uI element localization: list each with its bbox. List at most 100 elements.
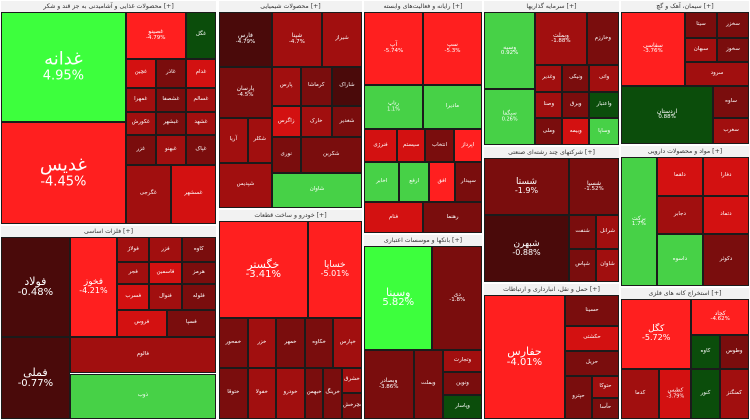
stock-tile[interactable]: وبیمه <box>562 118 590 145</box>
stock-tile[interactable]: خساپا -5.01% <box>307 221 362 319</box>
stock-tile[interactable]: رتاپ 1.1% <box>364 84 423 130</box>
stock-tile[interactable]: غدام <box>185 58 216 89</box>
stock-tile[interactable]: شپدیس <box>219 162 272 208</box>
stock-tile[interactable]: دتماد <box>702 195 749 235</box>
stock-tile[interactable]: زاگرس <box>271 106 301 138</box>
stock-tile[interactable]: دی -1.8% <box>432 246 482 350</box>
stock-tile[interactable]: برکت 1.7% <box>621 157 657 286</box>
stock-tile[interactable]: فاسمين <box>149 262 182 285</box>
stock-tile[interactable]: کنور <box>691 368 720 419</box>
stock-tile[interactable]: فسرب <box>117 284 150 310</box>
stock-tile[interactable]: وصنا <box>535 91 563 119</box>
stock-tile[interactable]: افق <box>428 162 455 203</box>
stock-tile[interactable]: سپیدار <box>454 162 482 203</box>
stock-tile[interactable]: وسینا 5.82% <box>364 246 433 350</box>
stock-tile[interactable]: سخزر <box>717 12 749 39</box>
stock-tile[interactable]: کرماشا <box>300 66 332 107</box>
stock-tile[interactable]: واعتبار <box>589 91 619 119</box>
stock-tile[interactable]: غدیس -4.45% <box>1 122 126 224</box>
stock-tile[interactable]: غگرجی <box>125 164 171 224</box>
stock-tile[interactable]: غپاک <box>185 134 216 165</box>
stock-tile[interactable]: فارس -4.79% <box>219 12 272 67</box>
stock-tile[interactable]: سیستم <box>397 129 426 163</box>
stock-tile[interactable]: سغرب <box>713 117 749 144</box>
stock-tile[interactable]: نوری <box>271 137 301 173</box>
stock-tile[interactable]: پارس <box>271 66 301 107</box>
stock-tile[interactable]: دجابر <box>656 195 703 235</box>
stock-tile[interactable]: وساپا <box>589 118 619 145</box>
stock-tile[interactable]: غسالم <box>185 88 216 112</box>
stock-tile[interactable]: شرانل <box>596 215 619 249</box>
stock-tile[interactable]: حسینا <box>565 295 619 326</box>
stock-tile[interactable]: فنام <box>364 202 423 233</box>
stock-tile[interactable]: ختوقا <box>219 367 248 419</box>
stock-tile[interactable]: فسپا <box>166 309 216 338</box>
stock-tile[interactable]: غگل <box>185 12 216 59</box>
stock-tile[interactable]: ارفع <box>399 162 429 203</box>
stock-tile[interactable]: وتجارت <box>443 349 482 373</box>
stock-tile[interactable]: شاراک <box>331 66 362 107</box>
stock-tile[interactable]: سرود <box>685 62 749 86</box>
stock-tile[interactable]: سفاسی -3.76% <box>621 12 685 86</box>
stock-tile[interactable]: وخارزم <box>586 12 619 66</box>
stock-tile[interactable]: کچاد -4.62% <box>691 299 749 335</box>
stock-tile[interactable]: شیراز <box>321 12 362 67</box>
stock-tile[interactable]: حتوکا <box>592 375 619 398</box>
stock-tile[interactable]: وبملت <box>413 349 444 419</box>
stock-tile[interactable]: شغدیر <box>331 106 362 138</box>
stock-tile[interactable]: شبهرن -0.88% <box>484 215 570 282</box>
stock-tile[interactable]: پارسان -4.5% <box>219 66 272 118</box>
stock-tile[interactable]: فخوز -4.21% <box>69 237 118 338</box>
stock-tile[interactable]: ذوب <box>69 373 216 419</box>
stock-tile[interactable]: حفارس -4.01% <box>484 295 565 419</box>
stock-tile[interactable]: سپ -5.3% <box>423 12 482 85</box>
stock-tile[interactable]: شستا -1.9% <box>484 158 570 216</box>
stock-tile[interactable]: دفارا <box>702 157 749 196</box>
stock-tile[interactable]: وبصادر -3.86% <box>364 349 414 419</box>
stock-tile[interactable]: ونوین <box>443 372 482 395</box>
stock-tile[interactable]: غبشهر <box>155 111 186 135</box>
stock-tile[interactable]: دلقما <box>656 157 703 196</box>
stock-tile[interactable]: خزر <box>247 318 277 368</box>
stock-tile[interactable]: شسپا -1.52% <box>569 158 619 216</box>
stock-tile[interactable]: ونیکی <box>562 65 590 92</box>
stock-tile[interactable]: واتی <box>589 65 619 92</box>
stock-tile[interactable]: غکورش <box>125 111 156 135</box>
stock-tile[interactable]: خمهر <box>276 318 305 368</box>
stock-tile[interactable]: غاذر <box>155 58 186 89</box>
stock-tile[interactable]: حآسا <box>592 397 619 419</box>
stock-tile[interactable]: سیگما 0.26% <box>484 89 536 145</box>
stock-tile[interactable]: شنفت <box>569 215 597 249</box>
stock-tile[interactable]: حکشتی <box>565 326 619 351</box>
stock-tile[interactable]: خمحور <box>219 318 248 368</box>
stock-tile[interactable]: داسوه <box>656 234 703 286</box>
stock-tile[interactable]: فجر <box>117 262 150 285</box>
stock-tile[interactable]: وسپه 0.92% <box>484 12 536 90</box>
stock-tile[interactable]: شاوان <box>271 172 362 208</box>
stock-tile[interactable]: غمهرا <box>125 88 156 112</box>
stock-tile[interactable]: فملی -0.77% <box>1 337 70 419</box>
stock-tile[interactable]: کمنگنز <box>719 368 749 419</box>
stock-tile[interactable]: انتخاب <box>425 129 454 163</box>
stock-tile[interactable]: خبهمن <box>304 367 324 419</box>
stock-tile[interactable]: اپرداز <box>453 129 482 163</box>
stock-tile[interactable]: حریل <box>565 350 619 376</box>
stock-tile[interactable]: خودرو <box>276 367 305 419</box>
stock-tile[interactable]: غصینو -4.79% <box>125 12 186 59</box>
stock-tile[interactable]: شپنا -4.7% <box>271 12 322 67</box>
stock-tile[interactable]: وطوس <box>719 335 749 369</box>
stock-tile[interactable]: آریا <box>219 117 248 163</box>
stock-tile[interactable]: خارک <box>300 106 332 138</box>
stock-tile[interactable]: غدانه 4.95% <box>1 12 126 123</box>
stock-tile[interactable]: کگل -5.72% <box>621 299 692 369</box>
stock-tile[interactable]: کاوه <box>691 335 720 369</box>
stock-tile[interactable]: سیتا <box>685 12 717 39</box>
stock-tile[interactable]: فنرژی <box>364 129 398 163</box>
stock-tile[interactable]: فولاد -0.48% <box>1 237 70 338</box>
stock-tile[interactable]: دکوثر <box>702 234 749 286</box>
stock-tile[interactable]: شپاس <box>569 248 597 282</box>
stock-tile[interactable]: فولاژ <box>117 237 150 263</box>
stock-tile[interactable]: وغدیر <box>535 65 563 92</box>
stock-tile[interactable]: وملی <box>535 118 563 145</box>
stock-tile[interactable]: اردستان 0.88% <box>621 85 714 144</box>
